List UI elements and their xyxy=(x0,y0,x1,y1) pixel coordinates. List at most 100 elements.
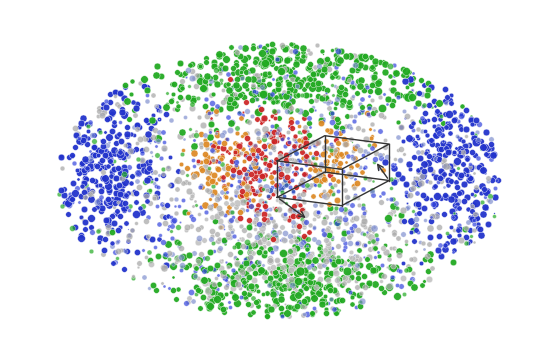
Point xyxy=(413,149,422,155)
Point xyxy=(124,231,133,237)
Point xyxy=(237,170,246,176)
Point xyxy=(158,239,167,245)
Point xyxy=(367,187,376,193)
Point xyxy=(212,297,221,303)
Point xyxy=(209,158,218,164)
Point xyxy=(143,177,152,183)
Point xyxy=(238,91,247,97)
Point xyxy=(344,234,353,240)
Point xyxy=(384,222,393,228)
Point xyxy=(409,75,418,81)
Point xyxy=(267,158,276,164)
Point xyxy=(388,277,396,282)
Point xyxy=(464,240,473,246)
Point xyxy=(227,174,236,180)
Point xyxy=(382,249,391,255)
Point xyxy=(358,169,367,175)
Point xyxy=(301,279,310,284)
Point xyxy=(249,249,258,255)
Point xyxy=(224,114,233,120)
Point xyxy=(228,70,237,76)
Point xyxy=(69,160,78,166)
Point xyxy=(95,201,104,207)
Point xyxy=(216,304,225,310)
Point xyxy=(333,169,342,175)
Point xyxy=(346,210,354,216)
Point xyxy=(199,266,208,272)
Point xyxy=(210,202,219,208)
Point xyxy=(289,247,298,253)
Point xyxy=(151,176,160,182)
Point xyxy=(114,192,123,198)
Point xyxy=(323,227,332,232)
Point xyxy=(329,259,338,265)
Point xyxy=(489,174,498,180)
Point xyxy=(295,299,304,305)
Point xyxy=(319,85,328,91)
Point xyxy=(218,257,227,262)
Point xyxy=(356,83,365,89)
Point xyxy=(233,49,242,55)
Point xyxy=(370,157,379,162)
Point xyxy=(158,166,167,172)
Point xyxy=(290,295,299,301)
Point xyxy=(444,177,453,183)
Point xyxy=(324,105,333,111)
Point xyxy=(100,247,109,253)
Point xyxy=(206,265,214,271)
Point xyxy=(209,172,218,178)
Point xyxy=(178,262,186,268)
Point xyxy=(251,300,260,305)
Point xyxy=(362,136,371,142)
Point xyxy=(111,249,120,255)
Point xyxy=(254,261,263,267)
Point xyxy=(120,172,129,178)
Point xyxy=(201,104,210,109)
Point xyxy=(114,131,123,137)
Point xyxy=(310,76,319,82)
Point xyxy=(167,81,176,87)
Point xyxy=(262,278,270,284)
Point xyxy=(250,157,259,163)
Point xyxy=(128,173,137,179)
Point xyxy=(147,149,156,155)
Point xyxy=(129,273,138,278)
Point xyxy=(339,168,348,174)
Point xyxy=(110,220,119,226)
Point xyxy=(359,243,368,248)
Point xyxy=(386,86,395,92)
Point xyxy=(261,160,270,165)
Point xyxy=(417,129,426,134)
Point xyxy=(174,169,183,174)
Point xyxy=(112,89,121,95)
Point xyxy=(304,144,313,149)
Point xyxy=(435,156,444,162)
Point xyxy=(419,278,428,283)
Point xyxy=(333,48,342,54)
Point xyxy=(334,307,343,313)
Point xyxy=(258,93,267,99)
Point xyxy=(173,177,182,183)
Point xyxy=(260,71,269,77)
Point xyxy=(470,121,479,126)
Point xyxy=(231,204,240,209)
Point xyxy=(324,166,333,172)
Point xyxy=(270,296,279,301)
Point xyxy=(72,136,81,142)
Point xyxy=(268,91,277,97)
Point xyxy=(155,232,164,238)
Point xyxy=(158,201,167,207)
Point xyxy=(278,136,287,142)
Point xyxy=(315,58,324,64)
Point xyxy=(242,183,251,189)
Point xyxy=(292,304,301,309)
Point xyxy=(249,197,258,203)
Point xyxy=(253,303,262,309)
Point xyxy=(288,142,297,148)
Point xyxy=(426,234,435,240)
Point xyxy=(398,260,407,266)
Point xyxy=(388,79,397,85)
Point xyxy=(438,160,447,166)
Point xyxy=(271,206,280,212)
Point xyxy=(94,114,102,119)
